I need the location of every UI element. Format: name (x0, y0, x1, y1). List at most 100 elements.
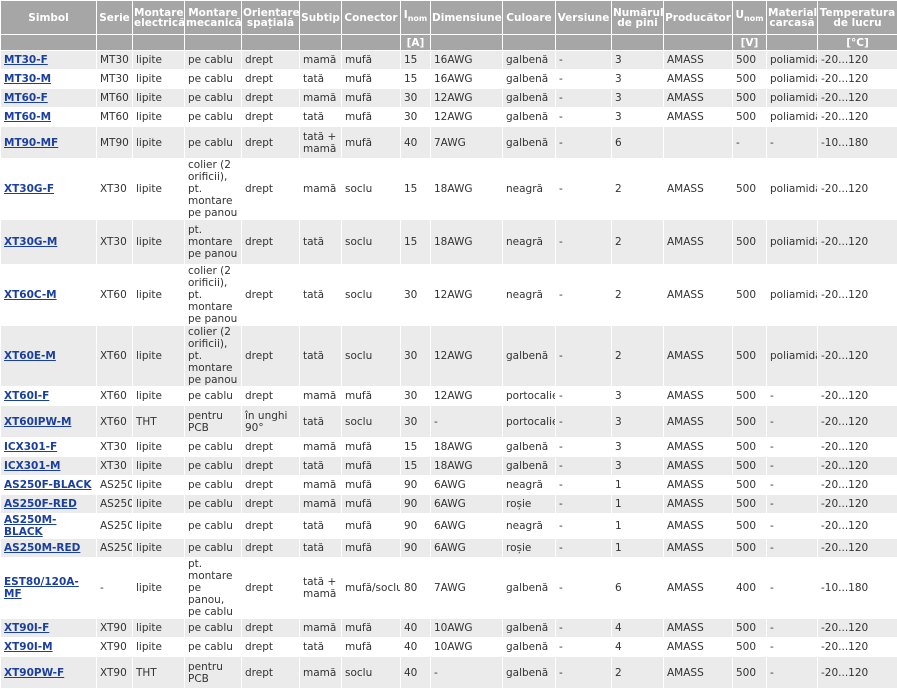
cell-versiune: - (556, 159, 612, 220)
product-link[interactable]: XT90I-M (4, 641, 53, 653)
cell-temperatura: -20...120 (818, 220, 897, 265)
cell-conector: soclu (342, 159, 401, 220)
cell-material: - (767, 457, 818, 476)
cell-simbol: XT60IPW-M (1, 406, 97, 438)
cell-subtip: mamă (300, 159, 342, 220)
header-conector[interactable]: Conector (342, 1, 401, 35)
cell-inom: 30 (401, 387, 431, 406)
cell-dimensiune: 7AWG (431, 127, 503, 159)
product-link[interactable]: ICX301-F (4, 441, 57, 453)
cell-unom: 500 (733, 70, 767, 89)
cell-subtip: tată (300, 70, 342, 89)
cell-dimensiune: 12AWG (431, 265, 503, 326)
product-link[interactable]: MT30-M (4, 73, 51, 85)
header-serie[interactable]: Serie (97, 1, 133, 35)
cell-versiune: - (556, 657, 612, 689)
cell-material: - (767, 495, 818, 514)
header-culoare[interactable]: Culoare (503, 1, 556, 35)
header-orientare[interactable]: Orientare spațială (242, 1, 300, 35)
cell-inom: 30 (401, 89, 431, 108)
cell-serie: MT60 (97, 89, 133, 108)
product-link[interactable]: XT90PW-F (4, 667, 64, 679)
unit-blank (185, 35, 242, 51)
header-row: Simbol Serie Montare electrică Montare m… (1, 1, 897, 35)
cell-numar-pini: 3 (612, 387, 664, 406)
cell-numar-pini: 3 (612, 70, 664, 89)
cell-versiune: - (556, 476, 612, 495)
cell-inom: 40 (401, 657, 431, 689)
cell-dimensiune: 6AWG (431, 495, 503, 514)
cell-serie: XT30 (97, 438, 133, 457)
header-producator[interactable]: Producător (664, 1, 733, 35)
cell-unom: 500 (733, 476, 767, 495)
cell-orientare: drept (242, 108, 300, 127)
product-link[interactable]: AS250F-BLACK (4, 479, 91, 491)
header-simbol[interactable]: Simbol (1, 1, 97, 35)
cell-orientare: drept (242, 127, 300, 159)
cell-serie: AS250 (97, 539, 133, 558)
header-unom[interactable]: Unom (733, 1, 767, 35)
product-link[interactable]: XT60I-F (4, 390, 49, 402)
cell-material: - (767, 539, 818, 558)
cell-conector: mufă (342, 457, 401, 476)
cell-numar-pini: 3 (612, 406, 664, 438)
cell-unom: 500 (733, 89, 767, 108)
cell-orientare: drept (242, 326, 300, 387)
header-subtip[interactable]: Subtip (300, 1, 342, 35)
cell-temperatura: -20...120 (818, 539, 897, 558)
cell-dimensiune: 12AWG (431, 326, 503, 387)
header-versiune[interactable]: Versiune (556, 1, 612, 35)
cell-unom: 500 (733, 387, 767, 406)
product-link[interactable]: XT30G-F (4, 183, 54, 195)
product-link[interactable]: EST80/120A-MF (4, 576, 79, 600)
product-link[interactable]: MT90-MF (4, 137, 58, 149)
product-link[interactable]: XT90I-F (4, 622, 49, 634)
cell-versiune: - (556, 558, 612, 619)
product-link[interactable]: MT60-F (4, 92, 48, 104)
cell-numar-pini: 3 (612, 457, 664, 476)
unit-blank (242, 35, 300, 51)
cell-temperatura: -20...120 (818, 514, 897, 539)
cell-montare-mecanica: pe cablu (185, 127, 242, 159)
header-montare-electrica[interactable]: Montare electrică (133, 1, 185, 35)
product-link[interactable]: MT30-F (4, 54, 48, 66)
cell-subtip: tată (300, 265, 342, 326)
cell-unom: 500 (733, 657, 767, 689)
cell-culoare: neagră (503, 476, 556, 495)
header-temperatura[interactable]: Temperatura de lucru (818, 1, 897, 35)
product-link[interactable]: AS250M-RED (4, 542, 80, 554)
cell-simbol: AS250M-RED (1, 539, 97, 558)
cell-unom: 500 (733, 265, 767, 326)
cell-dimensiune: 18AWG (431, 159, 503, 220)
product-link[interactable]: AS250M-BLACK (4, 514, 56, 538)
cell-conector: mufă (342, 89, 401, 108)
product-link[interactable]: AS250F-RED (4, 498, 77, 510)
header-inom[interactable]: Inom (401, 1, 431, 35)
product-link[interactable]: XT30G-M (4, 236, 57, 248)
cell-temperatura: -20...120 (818, 619, 897, 638)
cell-material: - (767, 476, 818, 495)
header-material[interactable]: Material carcasă (767, 1, 818, 35)
cell-simbol: XT60C-M (1, 265, 97, 326)
product-link[interactable]: MT60-M (4, 111, 51, 123)
cell-serie: XT30 (97, 457, 133, 476)
cell-conector: mufă (342, 387, 401, 406)
cell-inom: 80 (401, 558, 431, 619)
cell-montare-electrica: lipite (133, 558, 185, 619)
cell-unom: 500 (733, 638, 767, 657)
product-link[interactable]: XT60E-M (4, 350, 56, 362)
unit-blank (556, 35, 612, 51)
cell-conector: mufă (342, 51, 401, 70)
product-link[interactable]: ICX301-M (4, 460, 60, 472)
product-link[interactable]: XT60IPW-M (4, 416, 71, 428)
cell-montare-electrica: lipite (133, 70, 185, 89)
cell-dimensiune: 18AWG (431, 457, 503, 476)
header-montare-mecanica[interactable]: Montare mecanică (185, 1, 242, 35)
header-dimensiune[interactable]: Dimensiune (431, 1, 503, 35)
cell-serie: XT30 (97, 159, 133, 220)
product-link[interactable]: XT60C-M (4, 289, 57, 301)
header-numar-pini[interactable]: Numărul de pini (612, 1, 664, 35)
